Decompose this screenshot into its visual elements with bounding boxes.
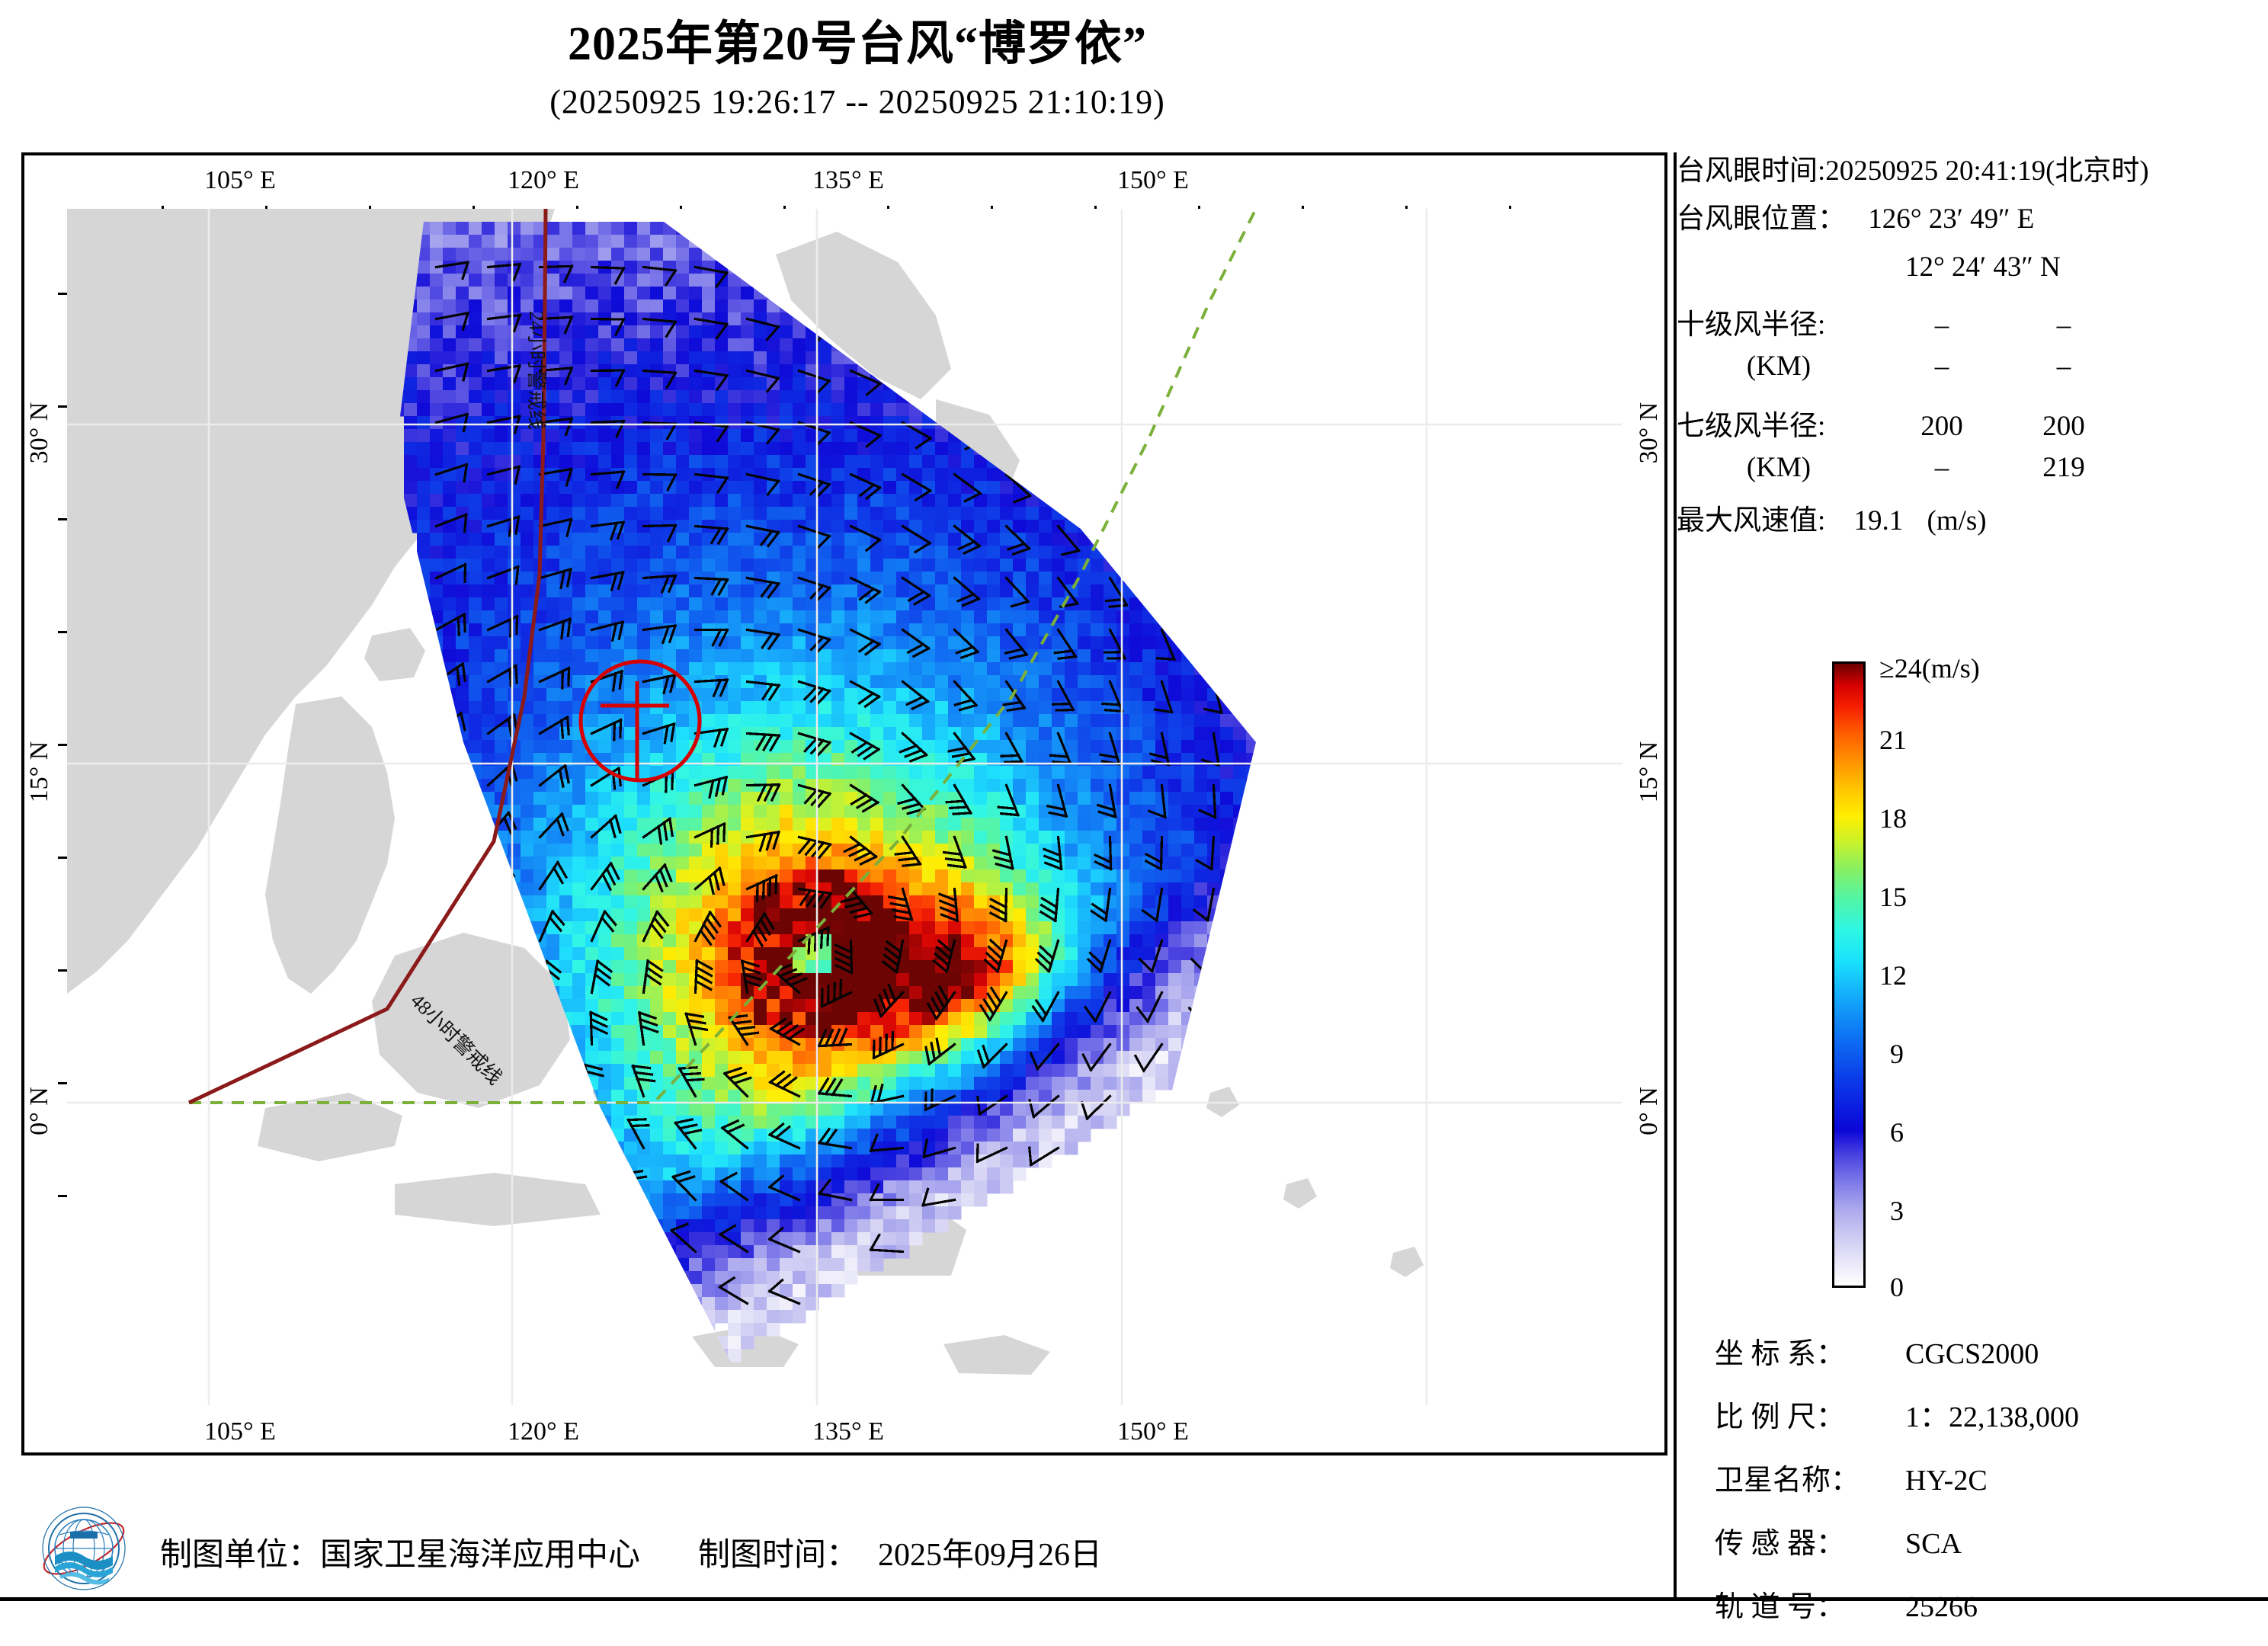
footer: 制图单位：国家卫星海洋应用中心 制图时间： 2025年09月26日 — [0, 1495, 1677, 1602]
lat-label-left-2: 0° N — [25, 1065, 54, 1157]
lon-label-top-2: 135° E — [812, 166, 884, 195]
colorbar-tick-9: 9 — [1890, 1038, 1904, 1070]
lon-label-bottom-3: 150° E — [1117, 1417, 1189, 1446]
map-svg — [67, 209, 1622, 1405]
warning-line-24-label: 24小时警戒线 — [524, 311, 552, 430]
orbit-row: 轨 道 号：25266 — [1715, 1583, 2268, 1625]
radius10-value-b: – — [2003, 309, 2125, 341]
radius7-value-a: 200 — [1881, 410, 2003, 443]
lat-label-right-2: 0° N — [1635, 1065, 1664, 1157]
satellite-row: 卫星名称：HY-2C — [1715, 1456, 2268, 1498]
radius10-row-a: 十级风半径:–– — [1677, 301, 2268, 342]
eye-position-lon: 126° 23′ 49″ E — [1868, 205, 2034, 233]
map-canvas[interactable]: 24小时警戒线 48小时警戒线 — [67, 209, 1622, 1405]
orbit-label: 轨 道 号： — [1715, 1583, 1905, 1625]
eye-info-panel: 台风眼时间:20250925 20:41:19(北京时) 台风眼位置： 126°… — [1677, 157, 2268, 555]
crs-value: CGCS2000 — [1905, 1337, 2039, 1371]
radius7-value-b: 200 — [2003, 410, 2125, 443]
max-wind-value: 19.1 — [1854, 507, 1904, 535]
eye-position-row: 台风眼位置： 126° 23′ 49″ E — [1677, 205, 2268, 233]
wind-speed-colorbar: ≥24(m/s) 21 18 15 12 9 6 3 0 — [1832, 661, 1866, 1292]
eye-time-row: 台风眼时间:20250925 20:41:19(北京时) — [1677, 157, 2268, 185]
satellite-value: HY-2C — [1905, 1464, 1988, 1497]
scale-label: 比 例 尺： — [1715, 1393, 1905, 1435]
satellite-label: 卫星名称： — [1715, 1456, 1905, 1498]
eye-position-lat: 12° 24′ 43″ N — [1905, 253, 2061, 281]
max-wind-unit: (m/s) — [1927, 507, 1987, 535]
radius10-unit: (KM) — [1677, 350, 1881, 383]
lat-label-left-1: 15° N — [25, 726, 54, 818]
orbit-value: 25266 — [1905, 1590, 1978, 1624]
radius10-value-a: – — [1881, 309, 2003, 341]
producer-label: 制图单位： — [160, 1538, 320, 1573]
colorbar-title: ≥24(m/s) — [1879, 652, 1980, 684]
date-value: 2025年09月26日 — [878, 1538, 1102, 1573]
radius10-value-d: – — [2003, 350, 2125, 383]
producer-value: 国家卫星海洋应用中心 — [320, 1538, 640, 1573]
colorbar-tick-15: 15 — [1879, 881, 1907, 913]
radius10-row-b: (KM)–– — [1677, 350, 2268, 383]
colorbar-tick-12: 12 — [1879, 959, 1907, 991]
scale-row: 比 例 尺：1：22,138,000 — [1715, 1393, 2268, 1435]
colorbar-gradient — [1832, 661, 1866, 1288]
map-frame: 105° E 120° E 135° E 150° E 105° E 120° … — [21, 152, 1667, 1455]
colorbar-tick-21: 21 — [1879, 724, 1907, 756]
eye-time-label: 台风眼时间: — [1677, 157, 1825, 185]
max-wind-row: 最大风速值: 19.1 (m/s) — [1677, 507, 2268, 535]
footer-text: 制图单位：国家卫星海洋应用中心 制图时间： 2025年09月26日 — [160, 1529, 1102, 1575]
lat-label-left-0: 30° N — [25, 387, 54, 479]
nsoas-logo-icon — [37, 1501, 131, 1596]
sensor-row: 传 感 器：SCA — [1715, 1520, 2268, 1561]
lon-label-top-1: 120° E — [508, 166, 579, 195]
eye-position-lat-row: 12° 24′ 43″ N — [1677, 253, 2268, 281]
lon-label-top-3: 150° E — [1117, 166, 1189, 195]
radius7-value-d: 219 — [2003, 451, 2125, 484]
lon-label-bottom-2: 135° E — [812, 1417, 884, 1446]
lat-label-right-0: 30° N — [1635, 387, 1664, 479]
colorbar-tick-6: 6 — [1890, 1116, 1904, 1148]
lon-label-top-0: 105° E — [204, 166, 276, 195]
page-title: 2025年第20号台风“博罗依” — [0, 18, 1715, 70]
lon-label-bottom-1: 120° E — [508, 1417, 579, 1446]
eye-position-label: 台风眼位置： — [1677, 205, 1846, 233]
radius10-label: 十级风半径: — [1677, 301, 1881, 342]
crs-label: 坐 标 系： — [1715, 1330, 1905, 1372]
sensor-label: 传 感 器： — [1715, 1520, 1905, 1561]
sensor-value: SCA — [1905, 1527, 1962, 1561]
page-subtitle: (20250925 19:26:17 -- 20250925 21:10:19) — [0, 82, 1715, 121]
colorbar-tick-18: 18 — [1879, 802, 1907, 834]
eye-time-value: 20250925 20:41:19(北京时) — [1825, 157, 2148, 185]
crs-row: 坐 标 系：CGCS2000 — [1715, 1330, 2268, 1372]
colorbar-tick-3: 3 — [1890, 1195, 1904, 1227]
radius7-row-b: (KM)–219 — [1677, 451, 2268, 484]
radius7-label: 七级风半径: — [1677, 402, 1881, 444]
radius7-unit: (KM) — [1677, 451, 1881, 484]
lon-label-bottom-0: 105° E — [204, 1417, 276, 1446]
colorbar-tick-0: 0 — [1890, 1271, 1904, 1303]
radius7-value-c: – — [1881, 451, 2003, 484]
radius10-value-c: – — [1881, 350, 2003, 383]
max-wind-label: 最大风速值: — [1677, 507, 1825, 535]
lat-label-right-1: 15° N — [1635, 726, 1664, 818]
scale-value: 1：22,138,000 — [1905, 1393, 2079, 1435]
date-label: 制图时间： — [698, 1538, 858, 1573]
footer-rule — [0, 1597, 2268, 1601]
header: 2025年第20号台风“博罗依” (20250925 19:26:17 -- 2… — [0, 18, 1715, 121]
